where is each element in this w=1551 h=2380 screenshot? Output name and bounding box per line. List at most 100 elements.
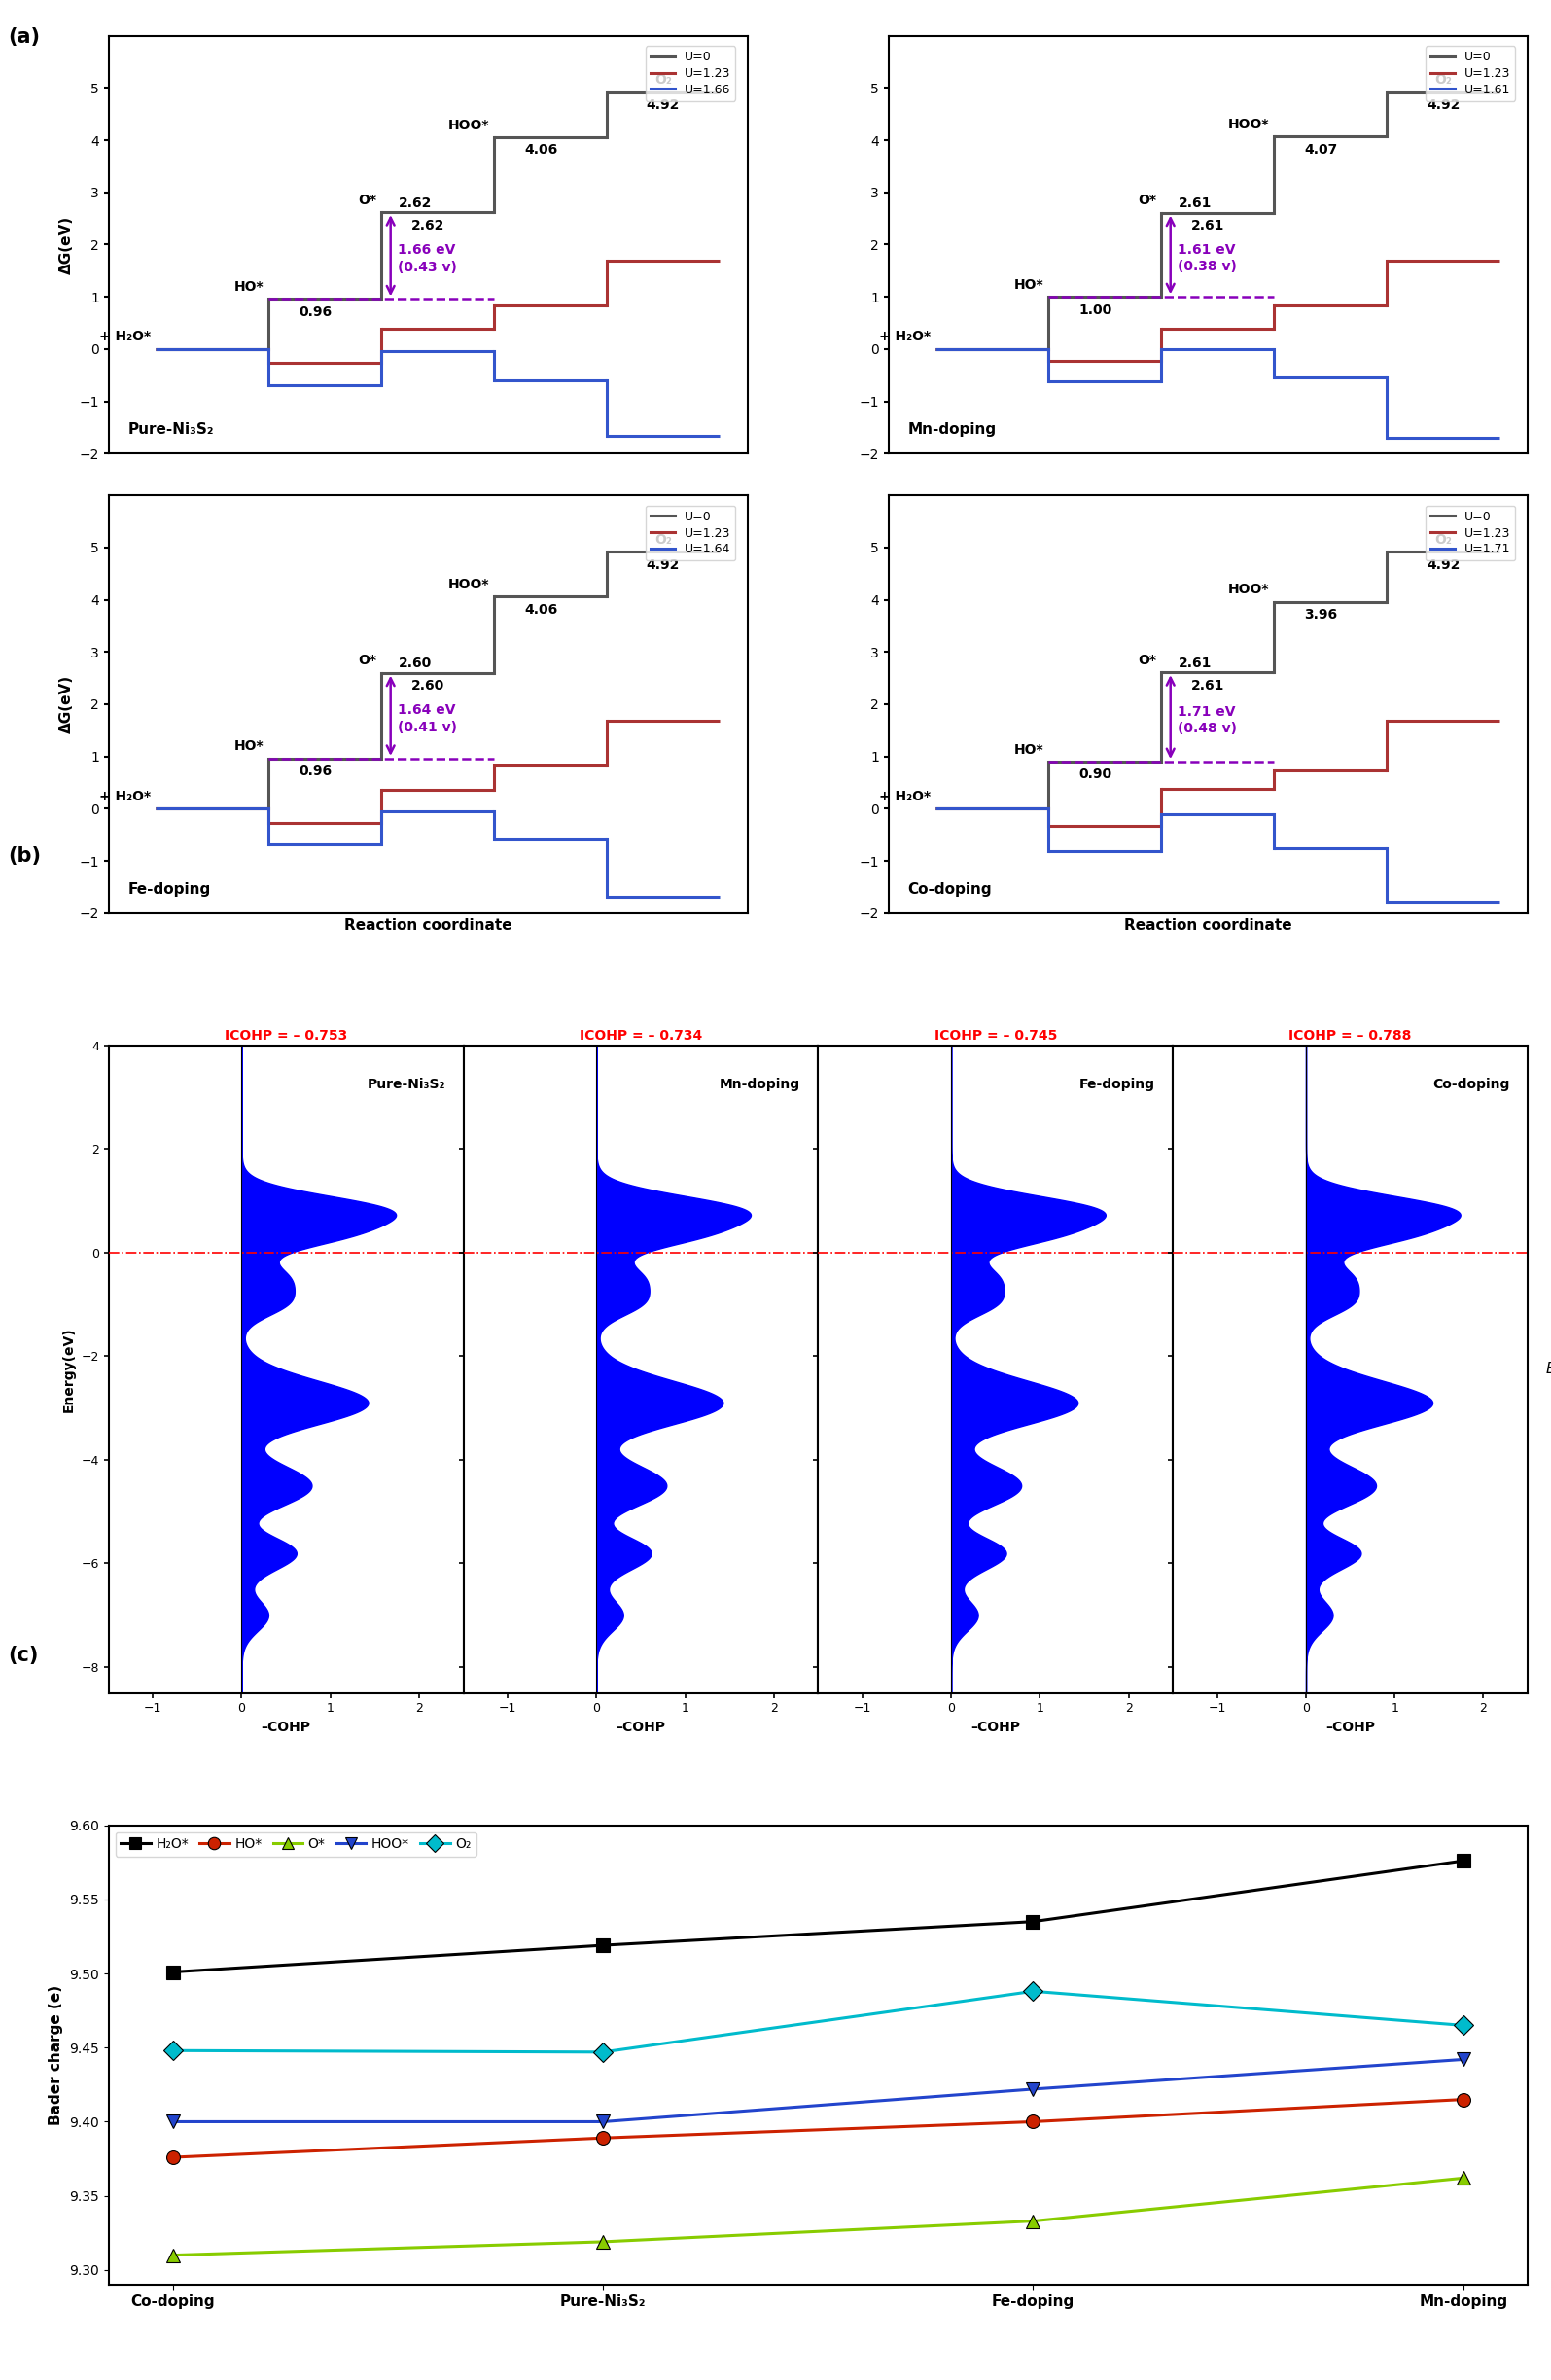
Text: HOO*: HOO*	[1228, 117, 1269, 131]
HO*	[164, 2142, 183, 2171]
Text: 2.60: 2.60	[411, 678, 445, 693]
O₂	[594, 2037, 613, 2066]
H₂O*	[1024, 1906, 1042, 1935]
Text: 4.07: 4.07	[1304, 143, 1337, 157]
Text: 4.06: 4.06	[524, 143, 558, 157]
Line: H₂O*: H₂O*	[166, 1854, 1470, 1978]
HO*	[1453, 2085, 1472, 2113]
Text: (0.41 v): (0.41 v)	[399, 721, 458, 733]
Text: HOO*: HOO*	[1228, 583, 1269, 597]
Text: (c): (c)	[8, 1645, 39, 1666]
X-axis label: –COHP: –COHP	[971, 1721, 1021, 1735]
Text: 0.96: 0.96	[299, 764, 332, 778]
Text: + H₂O*: + H₂O*	[879, 331, 931, 343]
HOO*	[1453, 2044, 1472, 2073]
Line: HO*: HO*	[166, 2092, 1470, 2163]
Text: 0.96: 0.96	[299, 305, 332, 319]
Text: Fe-doping: Fe-doping	[127, 881, 211, 897]
Y-axis label: Bader charge (e): Bader charge (e)	[50, 1985, 64, 2125]
Line: O₂: O₂	[166, 1985, 1470, 2059]
X-axis label: Reaction coordinate: Reaction coordinate	[344, 919, 512, 933]
Text: (a): (a)	[8, 26, 40, 48]
Text: 1.61 eV: 1.61 eV	[1179, 243, 1236, 257]
Text: 2.61: 2.61	[1191, 219, 1225, 233]
Text: 1.71 eV: 1.71 eV	[1179, 704, 1236, 719]
Text: O₂: O₂	[1435, 74, 1452, 88]
Text: (b): (b)	[8, 845, 40, 866]
X-axis label: –COHP: –COHP	[261, 1721, 310, 1735]
Text: 2.62: 2.62	[411, 219, 445, 233]
Text: Mn-doping: Mn-doping	[907, 421, 996, 438]
H₂O*	[594, 1930, 613, 1959]
Text: 1.66 eV: 1.66 eV	[399, 243, 456, 257]
Legend: U=0, U=1.23, U=1.64: U=0, U=1.23, U=1.64	[645, 505, 735, 559]
Text: 0.90: 0.90	[1078, 769, 1112, 781]
Text: HO*: HO*	[1014, 278, 1044, 293]
Text: 3.96: 3.96	[1304, 607, 1337, 621]
Text: 2.61: 2.61	[1191, 678, 1225, 693]
Text: O₂: O₂	[1435, 533, 1452, 547]
HO*	[1024, 2106, 1042, 2135]
Text: Co-doping: Co-doping	[907, 881, 993, 897]
Text: O*: O*	[358, 654, 377, 669]
Text: 4.92: 4.92	[647, 557, 679, 571]
Text: 4.92: 4.92	[1427, 557, 1459, 571]
O₂	[1453, 2011, 1472, 2040]
Text: HO*: HO*	[1014, 743, 1044, 757]
Text: O*: O*	[1138, 193, 1157, 207]
Text: $E_f$: $E_f$	[1545, 1359, 1551, 1378]
Text: + H₂O*: + H₂O*	[99, 331, 150, 343]
HO*	[594, 2123, 613, 2152]
Text: HO*: HO*	[234, 281, 264, 293]
Line: HOO*: HOO*	[166, 2052, 1470, 2128]
Text: 2.61: 2.61	[1179, 198, 1211, 209]
O*	[1453, 2163, 1472, 2192]
Text: Mn-doping: Mn-doping	[720, 1078, 800, 1092]
Text: O*: O*	[358, 193, 377, 207]
X-axis label: –COHP: –COHP	[1326, 1721, 1376, 1735]
Text: 2.61: 2.61	[1179, 657, 1211, 669]
Title: ICOHP = – 0.788: ICOHP = – 0.788	[1289, 1028, 1411, 1042]
X-axis label: –COHP: –COHP	[616, 1721, 665, 1735]
Text: HOO*: HOO*	[448, 119, 489, 131]
Legend: U=0, U=1.23, U=1.66: U=0, U=1.23, U=1.66	[645, 45, 735, 100]
Text: (0.43 v): (0.43 v)	[399, 259, 458, 274]
Text: 4.92: 4.92	[647, 98, 679, 112]
Text: O₂: O₂	[655, 533, 672, 547]
Y-axis label: Energy(eV): Energy(eV)	[62, 1326, 76, 1411]
Legend: U=0, U=1.23, U=1.71: U=0, U=1.23, U=1.71	[1425, 505, 1515, 559]
Text: HO*: HO*	[234, 740, 264, 752]
O₂	[164, 2037, 183, 2066]
Text: 1.00: 1.00	[1078, 302, 1112, 317]
O*	[594, 2228, 613, 2256]
O₂	[1024, 1978, 1042, 2006]
X-axis label: Reaction coordinate: Reaction coordinate	[1124, 919, 1292, 933]
Title: ICOHP = – 0.745: ICOHP = – 0.745	[934, 1028, 1056, 1042]
Text: (0.38 v): (0.38 v)	[1179, 259, 1238, 274]
Line: O*: O*	[166, 2171, 1470, 2261]
Legend: H₂O*, HO*, O*, HOO*, O₂: H₂O*, HO*, O*, HOO*, O₂	[115, 1833, 476, 1856]
O*	[1024, 2206, 1042, 2235]
Text: + H₂O*: + H₂O*	[99, 790, 150, 804]
Text: O₂: O₂	[655, 74, 672, 88]
HOO*	[594, 2106, 613, 2135]
Text: O*: O*	[1138, 654, 1157, 666]
Y-axis label: ΔG(eV): ΔG(eV)	[59, 676, 74, 733]
Text: 4.92: 4.92	[1427, 98, 1459, 112]
Text: Pure-Ni₃S₂: Pure-Ni₃S₂	[368, 1078, 445, 1092]
Text: 4.06: 4.06	[524, 602, 558, 616]
Text: 2.62: 2.62	[399, 195, 431, 209]
Text: + H₂O*: + H₂O*	[879, 790, 931, 804]
Legend: U=0, U=1.23, U=1.61: U=0, U=1.23, U=1.61	[1425, 45, 1515, 100]
HOO*	[1024, 2075, 1042, 2104]
HOO*	[164, 2106, 183, 2135]
Text: 1.64 eV: 1.64 eV	[399, 704, 456, 716]
Title: ICOHP = – 0.753: ICOHP = – 0.753	[225, 1028, 347, 1042]
Text: Pure-Ni₃S₂: Pure-Ni₃S₂	[127, 421, 214, 438]
Text: (0.48 v): (0.48 v)	[1179, 721, 1238, 735]
H₂O*	[1453, 1847, 1472, 1875]
Text: Co-doping: Co-doping	[1433, 1078, 1511, 1092]
Title: ICOHP = – 0.734: ICOHP = – 0.734	[580, 1028, 703, 1042]
Y-axis label: ΔG(eV): ΔG(eV)	[59, 214, 74, 274]
O*	[164, 2242, 183, 2271]
